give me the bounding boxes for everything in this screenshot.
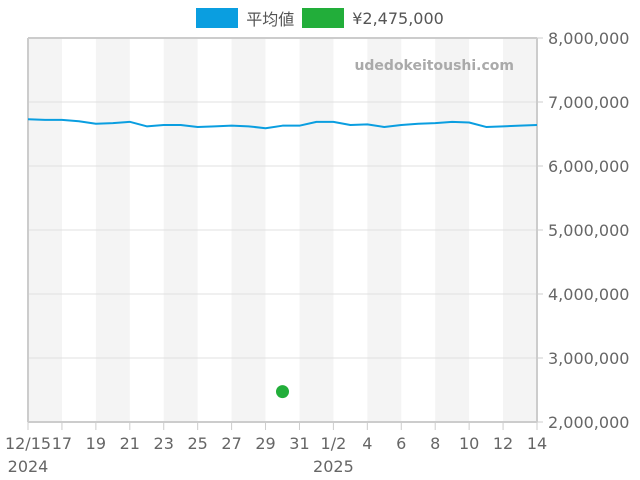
y-tick-label: 2,000,000	[548, 413, 629, 432]
line-series-swatch-icon	[196, 8, 239, 28]
x-year-label: 2025	[313, 457, 354, 476]
legend-label-price-point: ¥2,475,000	[352, 8, 444, 28]
price-point-dot	[276, 385, 289, 399]
x-tick-label: 10	[459, 434, 479, 453]
legend-item-price-point[interactable]: ¥2,475,000	[302, 8, 444, 28]
price-points	[276, 385, 289, 399]
x-tick-label: 27	[221, 434, 241, 453]
chart-legend: 平均値 ¥2,475,000	[0, 6, 640, 30]
point-series-swatch-icon	[302, 8, 345, 28]
x-tick-label: 8	[430, 434, 440, 453]
y-tick-label: 4,000,000	[548, 285, 629, 304]
y-tick-label: 8,000,000	[548, 29, 629, 48]
x-tick-label: 1/2	[321, 434, 347, 453]
y-tick-label: 7,000,000	[548, 93, 629, 112]
y-tick-label: 6,000,000	[548, 157, 629, 176]
y-tick-label: 5,000,000	[548, 221, 629, 240]
legend-item-average[interactable]: 平均値	[196, 6, 294, 30]
x-tick-label: 29	[255, 434, 275, 453]
x-tick-label: 12/15	[5, 434, 51, 453]
x-tick-label: 21	[120, 434, 140, 453]
legend-label-average: 平均値	[246, 10, 295, 29]
x-year-label: 2024	[8, 457, 49, 476]
x-tick-label: 12	[493, 434, 513, 453]
x-tick-label: 14	[527, 434, 547, 453]
y-axis-labels: 2,000,000 3,000,000 4,000,000 5,000,000 6,00…	[548, 29, 629, 432]
x-tick-label: 23	[154, 434, 174, 453]
x-tick-label: 4	[362, 434, 372, 453]
axes	[27, 37, 543, 430]
x-tick-label: 17	[52, 434, 72, 453]
y-tick-label: 3,000,000	[548, 349, 629, 368]
x-tick-label: 31	[289, 434, 309, 453]
x-tick-label: 6	[396, 434, 406, 453]
x-tick-label: 25	[187, 434, 207, 453]
watermark: udedokeitoushi.com	[354, 58, 514, 74]
average-price-line	[27, 118, 538, 130]
x-tick-label: 19	[86, 434, 106, 453]
